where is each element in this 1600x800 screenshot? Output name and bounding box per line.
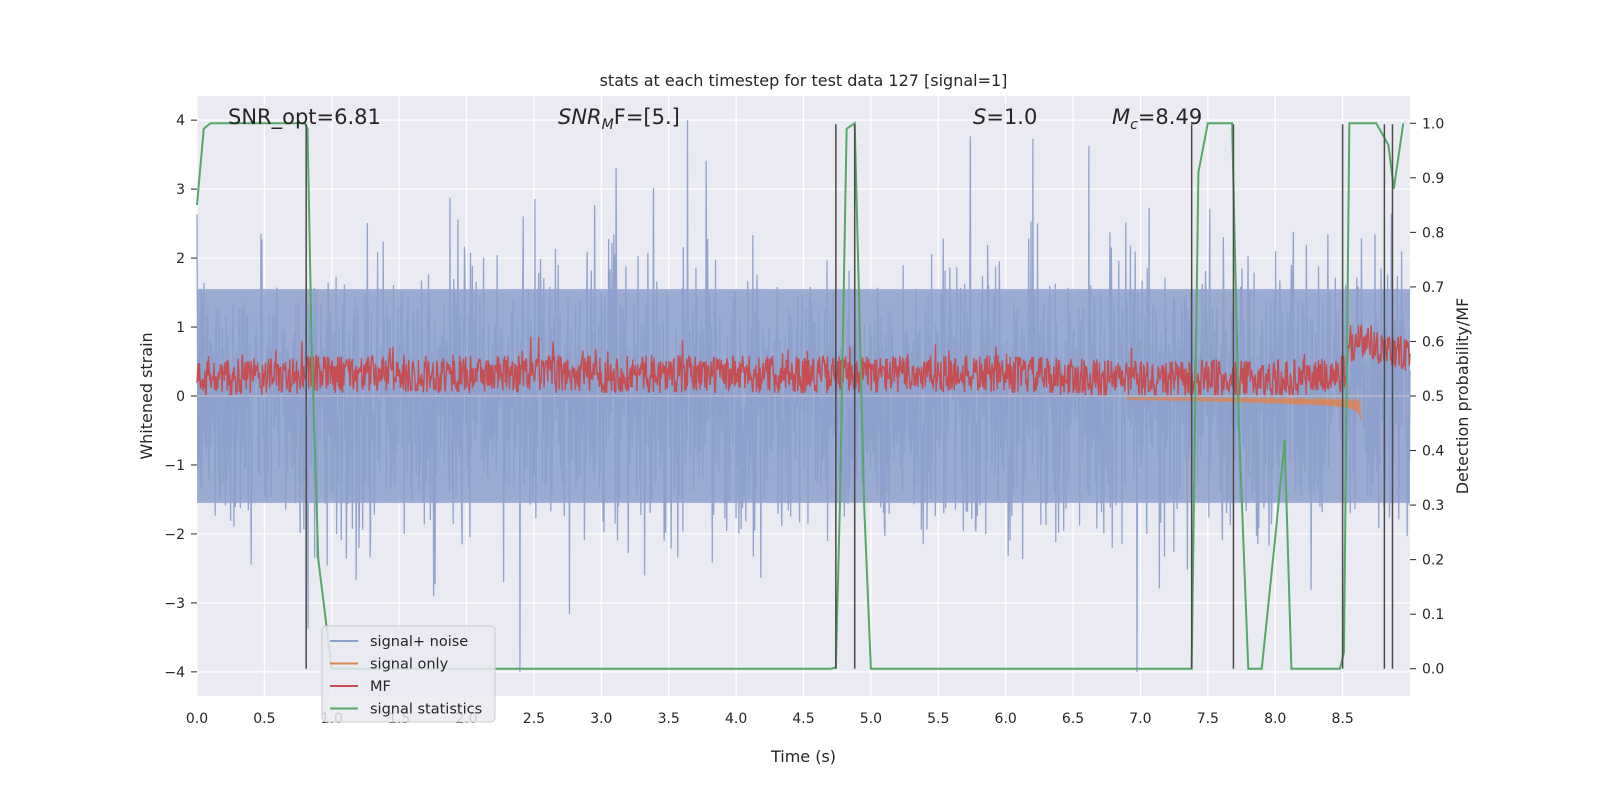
s-tail: =1.0 [986, 105, 1037, 129]
signal-only-trace [1126, 395, 1362, 421]
x-tick-label: 8.5 [1331, 711, 1353, 727]
mf-trace [196, 324, 1411, 398]
x-axis-label: Time (s) [770, 747, 836, 766]
s-main: S [973, 105, 986, 129]
x-tick-label: 3.5 [658, 711, 680, 727]
legend-label-signal-statistics: signal statistics [370, 702, 482, 718]
legend: signal+ noise signal only MF signal stat… [321, 625, 496, 723]
x-tick-label: 7.0 [1129, 711, 1151, 727]
legend-label-signal-noise: signal+ noise [370, 634, 468, 650]
mc-main: M [1112, 105, 1130, 129]
y2-tick-label: 0.9 [1422, 171, 1444, 187]
y2-tick-label: 0.3 [1422, 498, 1444, 514]
y2-tick-label: 0.5 [1422, 389, 1444, 405]
y-tick-label: 3 [176, 182, 185, 198]
y2-tick-label: 0.7 [1422, 280, 1444, 296]
x-tick-label: 6.5 [1062, 711, 1084, 727]
x-tick-label: 2.5 [523, 711, 545, 727]
signal-statistics-series [196, 121, 1405, 670]
x-tick-label: 7.5 [1197, 711, 1219, 727]
y2-tick-label: 0.1 [1422, 607, 1444, 623]
mc-tail: =8.49 [1138, 105, 1202, 129]
x-tick-label: 0.5 [253, 711, 275, 727]
mf-series [196, 324, 1411, 398]
legend-label-signal-only: signal only [370, 657, 449, 673]
snr-mf-annotation: SNRMF=[5.] [558, 105, 680, 133]
signal-statistics-line [196, 121, 1405, 670]
y-axis-label: Whitened strain [137, 332, 156, 459]
x-tick-label: 4.5 [792, 711, 814, 727]
y-tick-label: 2 [176, 251, 185, 267]
mc-annotation: Mc=8.49 [1112, 105, 1202, 133]
legend-label-mf: MF [370, 679, 391, 695]
x-tick-label: 6.0 [995, 711, 1017, 727]
signal-only-series [1126, 395, 1362, 421]
x-tick-label: 8.0 [1264, 711, 1286, 727]
snr-mf-main: SNR [558, 105, 602, 129]
y-tick-label: 0 [176, 389, 185, 405]
x-tick-label: 5.5 [927, 711, 949, 727]
axis-ticks: 0.00.51.01.52.02.53.03.54.04.55.05.56.06… [164, 113, 1444, 727]
y2-axis-label: Detection probability/MF [1453, 298, 1472, 495]
y2-tick-label: 0.2 [1422, 553, 1444, 569]
y2-tick-label: 1.0 [1422, 116, 1444, 132]
chart-title: stats at each timestep for test data 127… [600, 71, 1008, 90]
y-tick-label: 4 [176, 113, 185, 129]
y-tick-label: −4 [164, 665, 185, 681]
x-tick-label: 0.0 [186, 711, 208, 727]
y2-tick-label: 0.4 [1422, 444, 1444, 460]
y-tick-label: −1 [164, 458, 185, 474]
y-tick-label: −2 [164, 527, 185, 543]
x-tick-label: 4.0 [725, 711, 747, 727]
y2-tick-label: 0.0 [1422, 662, 1444, 678]
snr-mf-tail: F=[5.] [614, 105, 680, 129]
snr-opt-annotation: SNR_opt=6.81 [228, 105, 381, 130]
snr-mf-sub: M [602, 117, 614, 133]
legend-box [321, 625, 496, 723]
x-tick-label: 3.0 [590, 711, 612, 727]
event-lines [305, 124, 1394, 669]
y-tick-label: −3 [164, 596, 185, 612]
y2-tick-label: 0.6 [1422, 334, 1444, 350]
y-tick-label: 1 [176, 320, 185, 336]
s-annotation: S=1.0 [973, 105, 1037, 129]
x-tick-label: 5.0 [860, 711, 882, 727]
mc-sub: c [1130, 117, 1138, 133]
y2-tick-label: 0.8 [1422, 225, 1444, 241]
